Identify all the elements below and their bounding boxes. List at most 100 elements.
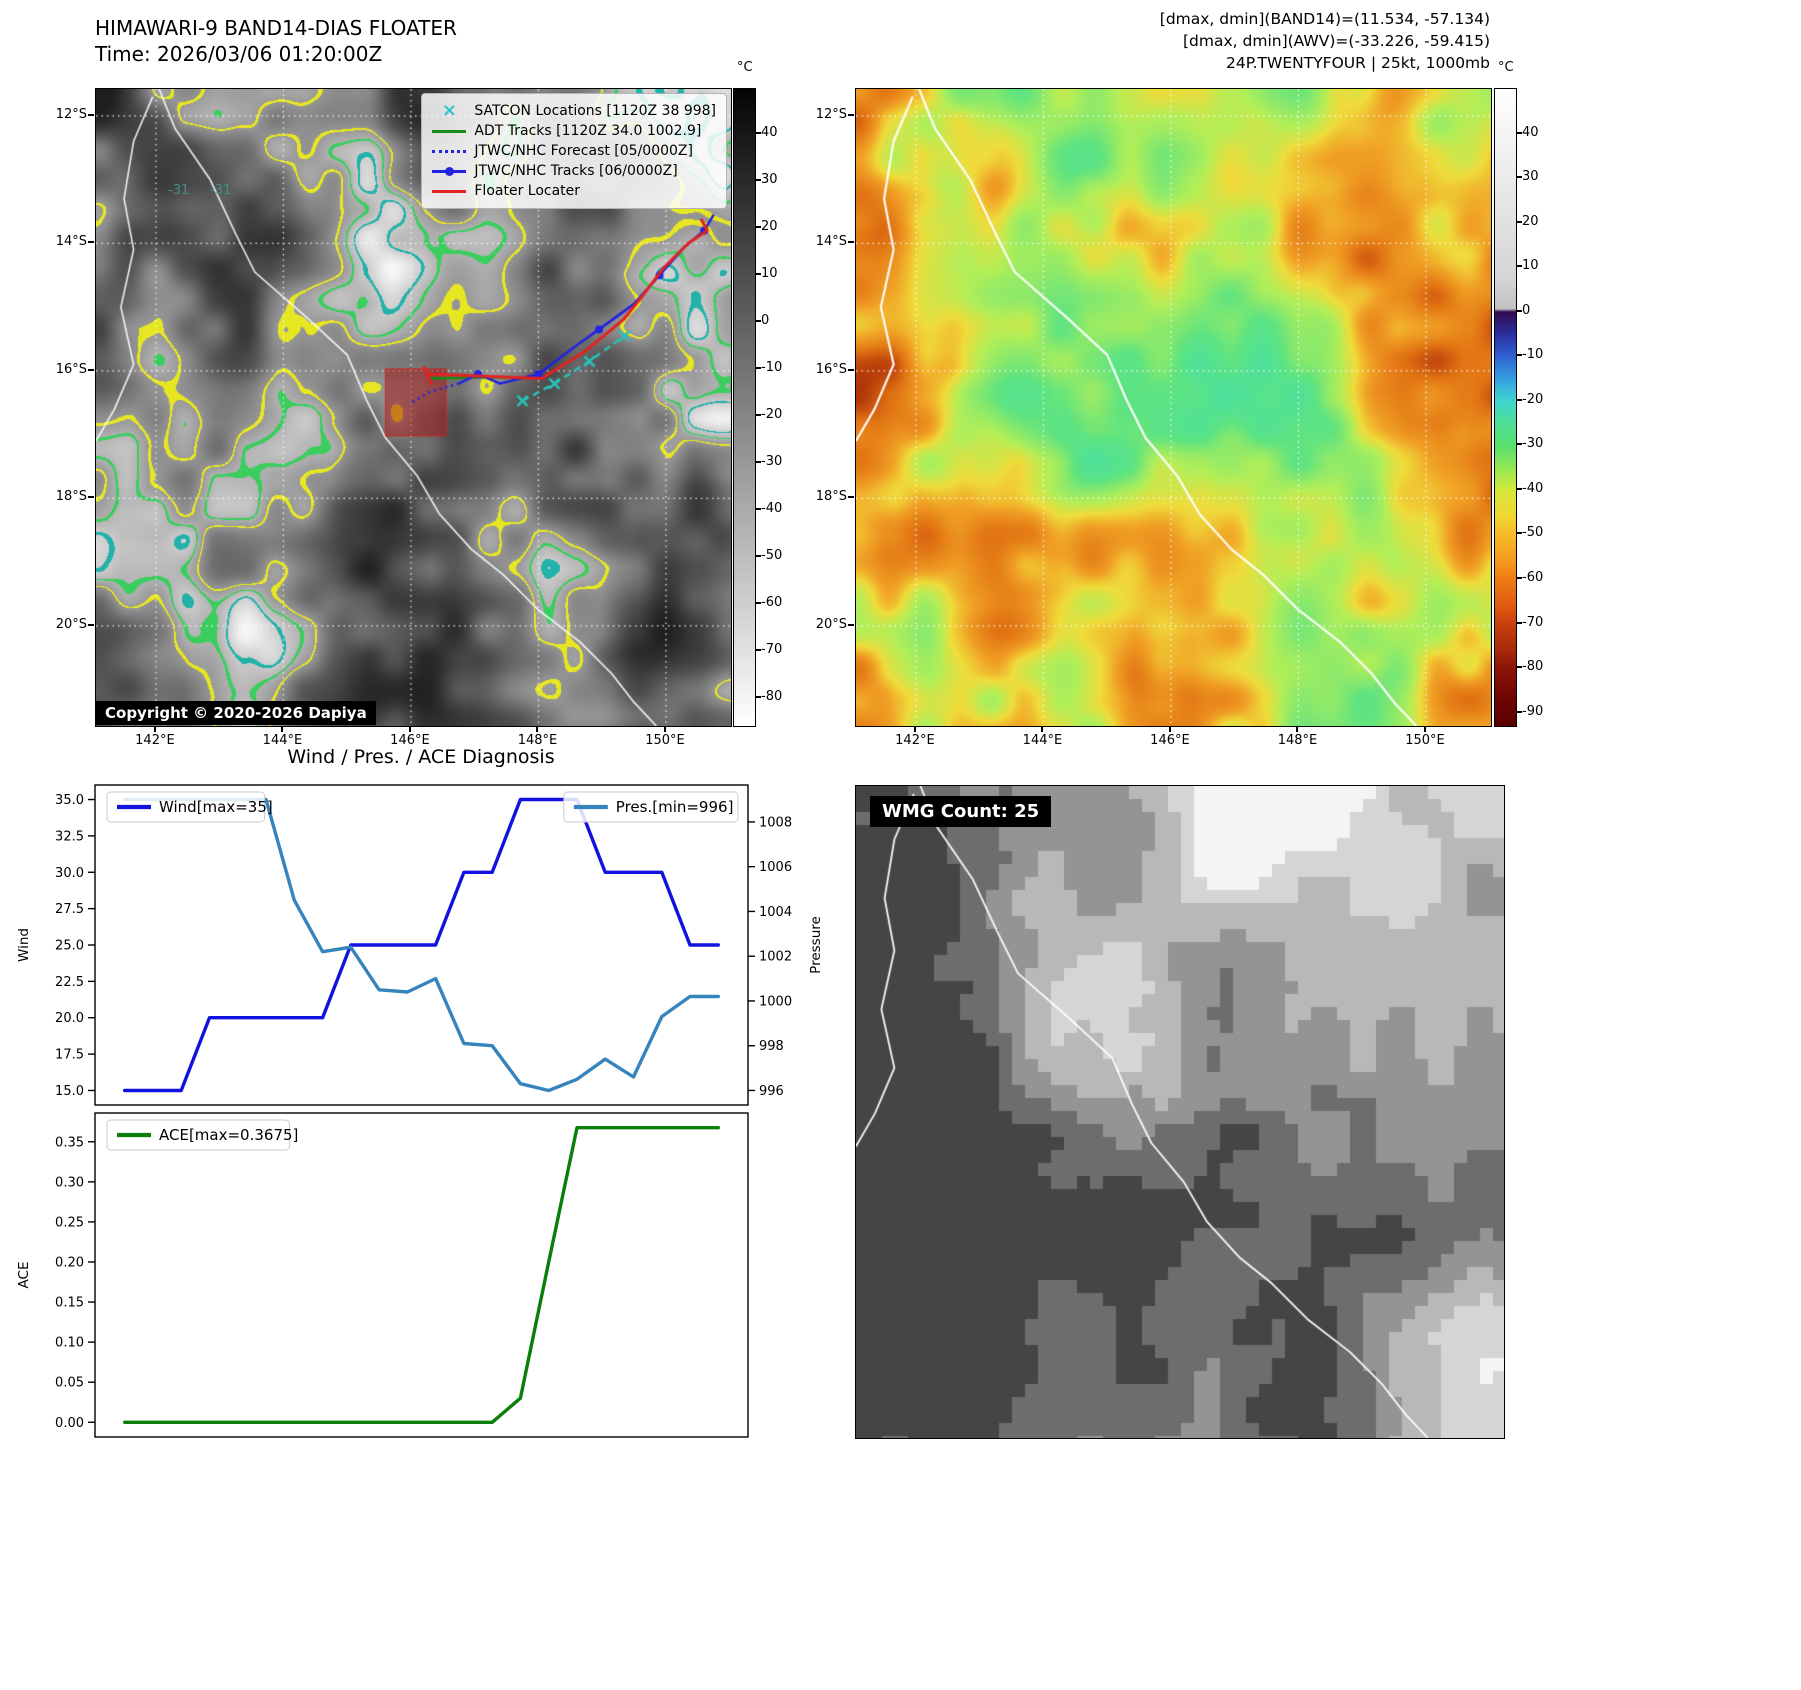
y-tick-label: 1008 (759, 815, 792, 830)
awv-colorbar-tick-mark (1516, 532, 1522, 535)
sat-colorbar-tick-mark (755, 695, 761, 698)
awv-colorbar-tick-label: -60 (1522, 570, 1544, 585)
forecast-dotted-line-icon (432, 149, 467, 153)
y-tick-label: 0.30 (55, 1175, 84, 1190)
awv-map (855, 88, 1492, 727)
sat-colorbar-tick-mark (755, 554, 761, 557)
sat-colorbar-tick-mark (755, 413, 761, 416)
sat-colorbar-tick-mark (755, 319, 761, 322)
sat-lon-tick-mark (153, 726, 156, 732)
awv-colorbar-tick-mark (1516, 131, 1522, 134)
awv-colorbar-tick-mark (1516, 666, 1522, 669)
awv-colorbar-tick-label: -20 (1522, 391, 1544, 407)
awv-colorbar-tick-label: 0 (1522, 302, 1531, 318)
sat-colorbar-tick-mark (755, 366, 761, 369)
legend-label: Floater Locater (474, 183, 581, 199)
sat-lat-tick-mark (88, 113, 94, 116)
y-axis-label: ACE (16, 1262, 32, 1289)
colorbar-unit-label: °C (737, 60, 753, 75)
sat-colorbar-tick-mark (755, 460, 761, 463)
sat-colorbar-tick-label: 10 (761, 265, 778, 281)
awv-lon-tick-mark (1041, 726, 1044, 732)
sat-colorbar-tick-label: -50 (761, 547, 783, 563)
awv-colorbar-tick-mark (1516, 443, 1522, 446)
sat-lat-tick-label: 16°S (55, 361, 87, 377)
sat-lat-tick-label: 12°S (55, 106, 87, 122)
chart-legend-label: Wind[max=35] (159, 798, 273, 816)
floater-line-icon (432, 189, 467, 193)
satellite-time: Time: 2026/03/06 01:20:00Z (95, 42, 383, 66)
sat-colorbar-tick-label: 0 (761, 312, 770, 328)
sat-lon-tick-mark (408, 726, 411, 732)
legend-label: JTWC/NHC Forecast [05/0000Z] (474, 143, 693, 159)
contour-value-label: -31 (168, 183, 190, 198)
awv-colorbar-tick-mark (1516, 176, 1522, 179)
y-tick-label: 1002 (759, 950, 792, 965)
legend-item-jtwc-track: JTWC/NHC Tracks [06/0000Z] (432, 161, 716, 181)
satellite-map: × SATCON Locations [1120Z 38 998] ADT Tr… (95, 88, 732, 727)
chart-legend-label: ACE[max=0.3675] (159, 1126, 298, 1144)
sat-lon-tick-label: 150°E (645, 733, 685, 748)
sat-lat-tick-label: 14°S (55, 234, 87, 250)
sat-colorbar-tick-label: -20 (761, 406, 783, 422)
awv-colorbar-tick-label: 20 (1522, 213, 1539, 229)
sat-colorbar-tick-mark (755, 272, 761, 275)
awv-colorbar-tick-label: -50 (1522, 525, 1544, 541)
sat-lon-tick-label: 146°E (390, 733, 430, 748)
awv-lon-tick-label: 144°E (1022, 733, 1063, 748)
awv-lat-tick-label: 14°S (815, 234, 847, 250)
sat-colorbar-tick-label: -30 (761, 453, 783, 469)
diagnosis-charts: 15.0 17.5 20.0 22.5 25.0 27.5 30.0 32.5 35.0 996 9… (16, 784, 824, 1438)
chart-legend-label: Pres.[min=996] (616, 798, 734, 816)
sat-colorbar-tick-label: -40 (761, 500, 783, 516)
awv-colorbar-tick-label: -10 (1522, 347, 1544, 363)
awv-colorbar-tick-mark (1516, 577, 1522, 579)
sat-lon-tick-mark (536, 726, 539, 732)
awv-colorbar-tick-label: 30 (1522, 169, 1539, 185)
y-tick-label: 996 (759, 1084, 784, 1099)
satcon-x-icon: × (441, 100, 457, 121)
sat-colorbar-tick-mark (755, 601, 761, 604)
satellite-title: HIMAWARI-9 BAND14-DIAS FLOATER (95, 16, 457, 40)
sat-colorbar-tick-label: 20 (761, 218, 778, 234)
sat-colorbar-tick-label: -70 (761, 641, 783, 657)
legend-label: JTWC/NHC Tracks [06/0000Z] (474, 163, 678, 179)
y-tick-label: 0.15 (55, 1296, 84, 1311)
awv-lat-tick-mark (848, 623, 854, 626)
awv-colorbar-tick-mark (1516, 621, 1522, 624)
y-tick-label: 17.5 (55, 1048, 84, 1063)
chart-border (94, 1112, 749, 1438)
awv-colorbar-tick-label: -80 (1522, 659, 1544, 675)
sat-lon-tick-mark (663, 726, 666, 732)
wmg-count-label: WMG Count: 25 (870, 796, 1052, 827)
awv-lat-tick-mark (848, 368, 854, 371)
sat-lon-tick-label: 148°E (517, 733, 558, 748)
adt-line-icon (432, 129, 467, 133)
awv-colorbar-tick-label: 10 (1522, 258, 1539, 274)
y-tick-label: 35.0 (55, 793, 84, 808)
awv-lat-tick-mark (848, 496, 854, 499)
chart-legend-box (106, 1119, 290, 1151)
awv-lon-tick-label: 150°E (1405, 733, 1445, 748)
y-tick-label: 27.5 (55, 902, 84, 917)
sat-lat-tick-label: 18°S (55, 489, 87, 505)
awv-colorbar-tick-mark (1516, 710, 1522, 713)
sat-colorbar-tick-label: -10 (761, 359, 783, 375)
awv-colorbar-tick-mark (1516, 309, 1522, 312)
awv-header-awv: [dmax, dmin](AWV)=(-33.226, -59.415) (1183, 32, 1490, 50)
y-tick-label: 30.0 (55, 866, 84, 881)
awv-header-storm: 24P.TWENTYFOUR | 25kt, 1000mb (1225, 54, 1490, 72)
track-line-dot-icon (432, 166, 467, 176)
y-tick-label: 0.10 (55, 1336, 84, 1351)
chart-plot-area (95, 1113, 748, 1437)
legend-label: SATCON Locations [1120Z 38 998] (474, 103, 716, 119)
y-tick-label: 1006 (759, 860, 792, 875)
awv-lat-tick-label: 16°S (815, 361, 847, 377)
sat-colorbar-tick-label: -80 (761, 688, 783, 704)
sat-lat-tick-mark (88, 241, 94, 244)
sat-lon-tick-label: 142°E (135, 733, 175, 748)
pressure-axis-label: Pressure (808, 916, 824, 974)
awv-lon-tick-label: 148°E (1277, 733, 1318, 748)
y-tick-label: 0.05 (55, 1376, 84, 1391)
